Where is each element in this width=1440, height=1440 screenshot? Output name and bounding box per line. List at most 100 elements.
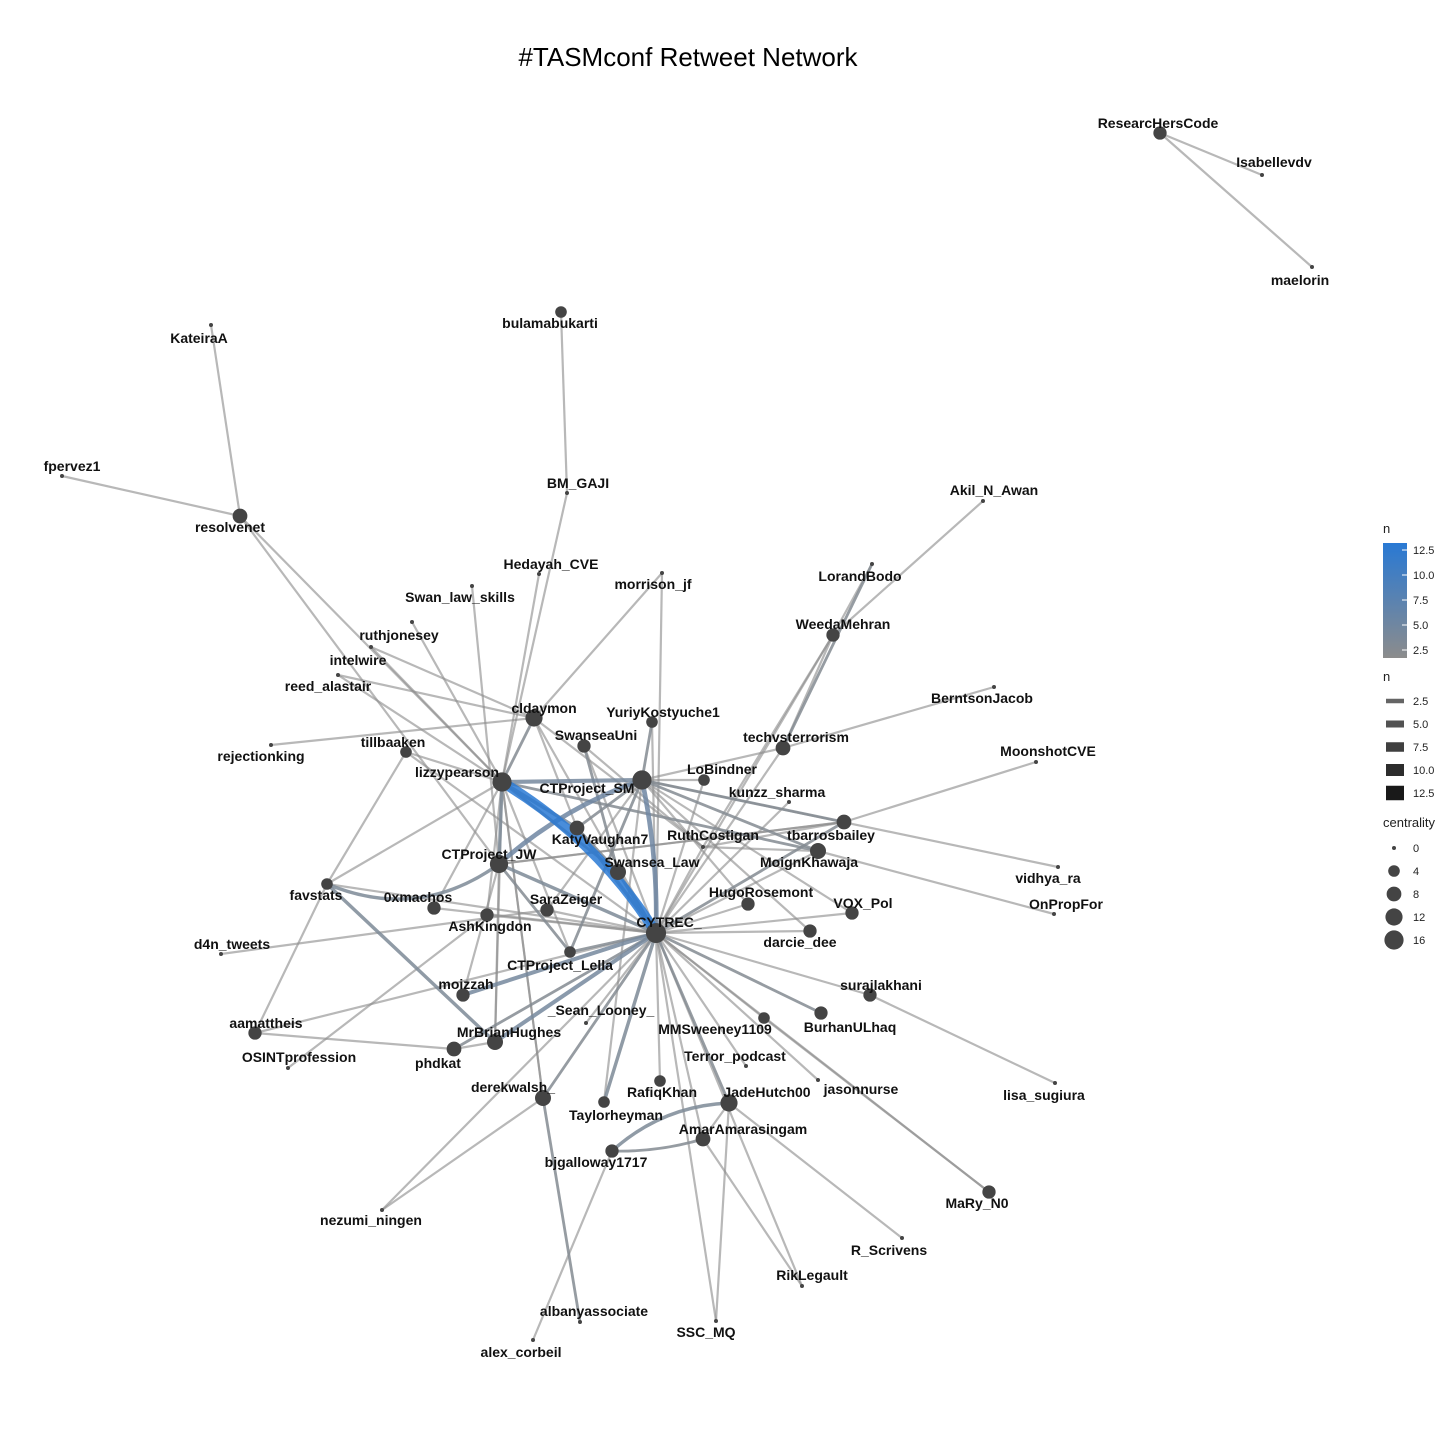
size-legend-swatch [1384, 930, 1404, 950]
node-label-HugoRosemont: HugoRosemont [709, 884, 814, 900]
node-label-Taylorheyman: Taylorheyman [569, 1107, 663, 1123]
width-legend-label: 10.0 [1413, 765, 1434, 777]
node-label-OSINTprofession: OSINTprofession [242, 1049, 356, 1065]
node-label-JadeHutch00: JadeHutch00 [723, 1084, 810, 1100]
edge-VOX_Pol-CTProject_SM [640, 778, 854, 915]
node-label-BurhanULhaq: BurhanULhaq [804, 1019, 897, 1035]
edge-favstats-MrBrianHughes [325, 882, 497, 1044]
node-label-CYTREC_: CYTREC_ [636, 914, 702, 930]
edge-VOX_Pol-CYTREC_ [654, 911, 854, 935]
node-label-lizzypearson: lizzypearson [415, 764, 499, 780]
edge-intelwire-cldaymon [369, 645, 536, 720]
node-BM_GAJI [565, 491, 569, 495]
node-label-AmarAmarasingam: AmarAmarasingam [679, 1121, 807, 1137]
edge-resolvenet-CTProject_JW [238, 514, 501, 866]
node-label-rejectionking: rejectionking [217, 748, 304, 764]
edge-CTProject_JW-CTProject_Lella [497, 862, 572, 954]
node-label-cldaymon: cldaymon [511, 700, 576, 716]
edge-CTProject_SM-darcie_dee [640, 778, 812, 933]
node-label-Terror_podcast: Terror_podcast [684, 1048, 786, 1064]
node-SwanseaUni [577, 739, 591, 753]
edge-CYTREC_-moizzah [460, 930, 659, 998]
node-d4n_tweets [219, 952, 223, 956]
edge-0xmachos-lizzypearson [432, 780, 504, 910]
node-phdkat [446, 1041, 462, 1057]
node-label-SaraZeiger: SaraZeiger [530, 891, 603, 907]
size-legend-label: 16 [1413, 935, 1425, 947]
edge-JadeHutch00-bjgalloway1717 [610, 1101, 731, 1153]
edge-LoBindner-CYTREC_ [654, 778, 706, 935]
node-label-maelorin: maelorin [1271, 272, 1329, 288]
node-albanyassociate [578, 1320, 582, 1324]
node-label-SSC_MQ: SSC_MQ [676, 1324, 735, 1340]
edge-CTProject_SM-HugoRosemont [640, 778, 750, 906]
legend: n 12.510.07.55.02.5 n 2.55.07.510.012.5 … [1383, 521, 1436, 950]
node-label-surajlakhani: surajlakhani [840, 977, 922, 993]
edge-CYTREC_-surajlakhani [654, 931, 872, 997]
node-MoignKhawaja [809, 842, 827, 860]
edge-maelorin-ResearcHersCode [1158, 131, 1314, 269]
node-label-jasonnurse: jasonnurse [823, 1081, 899, 1097]
edge-bjgalloway1717-alex_corbeil [531, 1149, 614, 1342]
size-legend-label: 8 [1413, 889, 1419, 901]
edge-derekwalsh_-nezumi_ningen [380, 1096, 545, 1212]
edge-CTProject_SM-CYTREC_ [639, 777, 659, 936]
edge-CTProject_JW-tbarrosbailey [497, 820, 846, 866]
node-label-Swansea_Law: Swansea_Law [605, 854, 700, 870]
node-Swansea_Law [609, 863, 627, 881]
edge-intelwire-lizzypearson [369, 645, 504, 784]
size-legend-title: centrality [1383, 815, 1436, 830]
node-R_Scrivens [900, 1236, 904, 1240]
node-label-nezumi_ningen: nezumi_ningen [320, 1212, 422, 1228]
width-legend-title: n [1383, 669, 1390, 684]
size-legend-swatch [1392, 846, 1396, 850]
node-label-MoonshotCVE: MoonshotCVE [1000, 743, 1096, 759]
node-derekwalsh_ [534, 1089, 552, 1107]
node-RikLegault [800, 1284, 804, 1288]
node-alex_corbeil [531, 1338, 535, 1342]
color-legend-tick: 2.5 [1413, 645, 1428, 657]
edge-CTProject_SM-MoignKhawaja [640, 778, 820, 853]
node-VOX_Pol [845, 906, 859, 920]
node-label-bjgalloway1717: bjgalloway1717 [545, 1154, 648, 1170]
node-label-moizzah: moizzah [438, 976, 493, 992]
node-label-favstats: favstats [290, 887, 343, 903]
node-label-BM_GAJI: BM_GAJI [547, 475, 609, 491]
node-label-reed_alastair: reed_alastair [285, 678, 372, 694]
edge-lizzypearson-derekwalsh_ [500, 780, 545, 1100]
size-legend-swatch [1386, 886, 1402, 902]
node-label-vidhya_ra: vidhya_ra [1015, 870, 1081, 886]
size-legend-swatch [1385, 908, 1403, 926]
node-label-morrison_jf: morrison_jf [614, 576, 691, 592]
edge-Hedayah_CVE-lizzypearson [500, 572, 541, 784]
edge-morrison_jf-cldaymon [532, 571, 664, 720]
node-maelorin [1310, 265, 1314, 269]
edge-CYTREC_-aamattheis [253, 931, 658, 1035]
node-label-LoBindner: LoBindner [687, 761, 758, 777]
edge-CYTREC_-AmarAmarasingam [654, 931, 705, 1141]
edge-bulamabukarti-BM_GAJI [559, 310, 569, 495]
edge-AshKingdon-OSINTprofession [286, 913, 489, 1070]
width-legend-label: 7.5 [1413, 742, 1428, 754]
edge-SaraZeiger-CYTREC_ [545, 908, 658, 935]
edge-KateiraA-resolvenet [209, 323, 242, 518]
node-HugoRosemont [741, 897, 755, 911]
node-label-derekwalsh_: derekwalsh_ [471, 1079, 555, 1095]
node-intelwire [369, 645, 373, 649]
node-surajlakhani [863, 988, 877, 1002]
node-label-Swan_law_skills: Swan_law_skills [405, 589, 515, 605]
edge-AmarAmarasingam-RikLegault [701, 1137, 804, 1288]
edge-CYTREC_-derekwalsh_ [541, 931, 658, 1100]
edge-phdkat-aamattheis [253, 1031, 456, 1051]
edge-reed_alastair-cldaymon [336, 673, 536, 720]
node-label-Hedayah_CVE: Hedayah_CVE [504, 556, 599, 572]
node-label-alex_corbeil: alex_corbeil [481, 1344, 562, 1360]
edge-AshKingdon-CYTREC_ [485, 913, 658, 935]
edge-tbarrosbailey-CYTREC_ [654, 820, 846, 935]
node-KateiraA [209, 323, 213, 327]
node-MaRy_N0 [982, 1185, 996, 1199]
node-0xmachos [427, 901, 441, 915]
edge-AmarAmarasingam-bjgalloway1717 [610, 1137, 705, 1153]
node-morrison_jf [660, 571, 664, 575]
node-MrBrianHughes [486, 1033, 504, 1051]
